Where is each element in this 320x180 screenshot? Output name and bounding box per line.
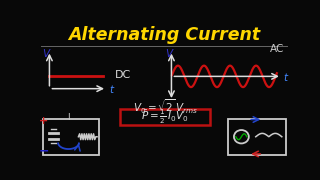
Text: AC: AC	[270, 44, 284, 54]
Text: +: +	[39, 116, 48, 126]
Text: $\bar{P} = \frac{1}{2}\, I_0 V_0$: $\bar{P} = \frac{1}{2}\, I_0 V_0$	[141, 108, 189, 126]
Text: t: t	[284, 73, 288, 83]
Text: Alternating Current: Alternating Current	[68, 26, 260, 44]
Text: t: t	[109, 86, 113, 95]
Text: V: V	[43, 49, 50, 59]
Text: V: V	[165, 49, 172, 59]
Text: $V_0 = \sqrt{2}\, V_{rms}$: $V_0 = \sqrt{2}\, V_{rms}$	[133, 98, 198, 116]
Text: −: −	[39, 145, 49, 158]
Text: DC: DC	[115, 70, 131, 80]
Text: I: I	[67, 112, 70, 122]
Bar	[43, 119, 99, 155]
Bar	[228, 119, 285, 155]
